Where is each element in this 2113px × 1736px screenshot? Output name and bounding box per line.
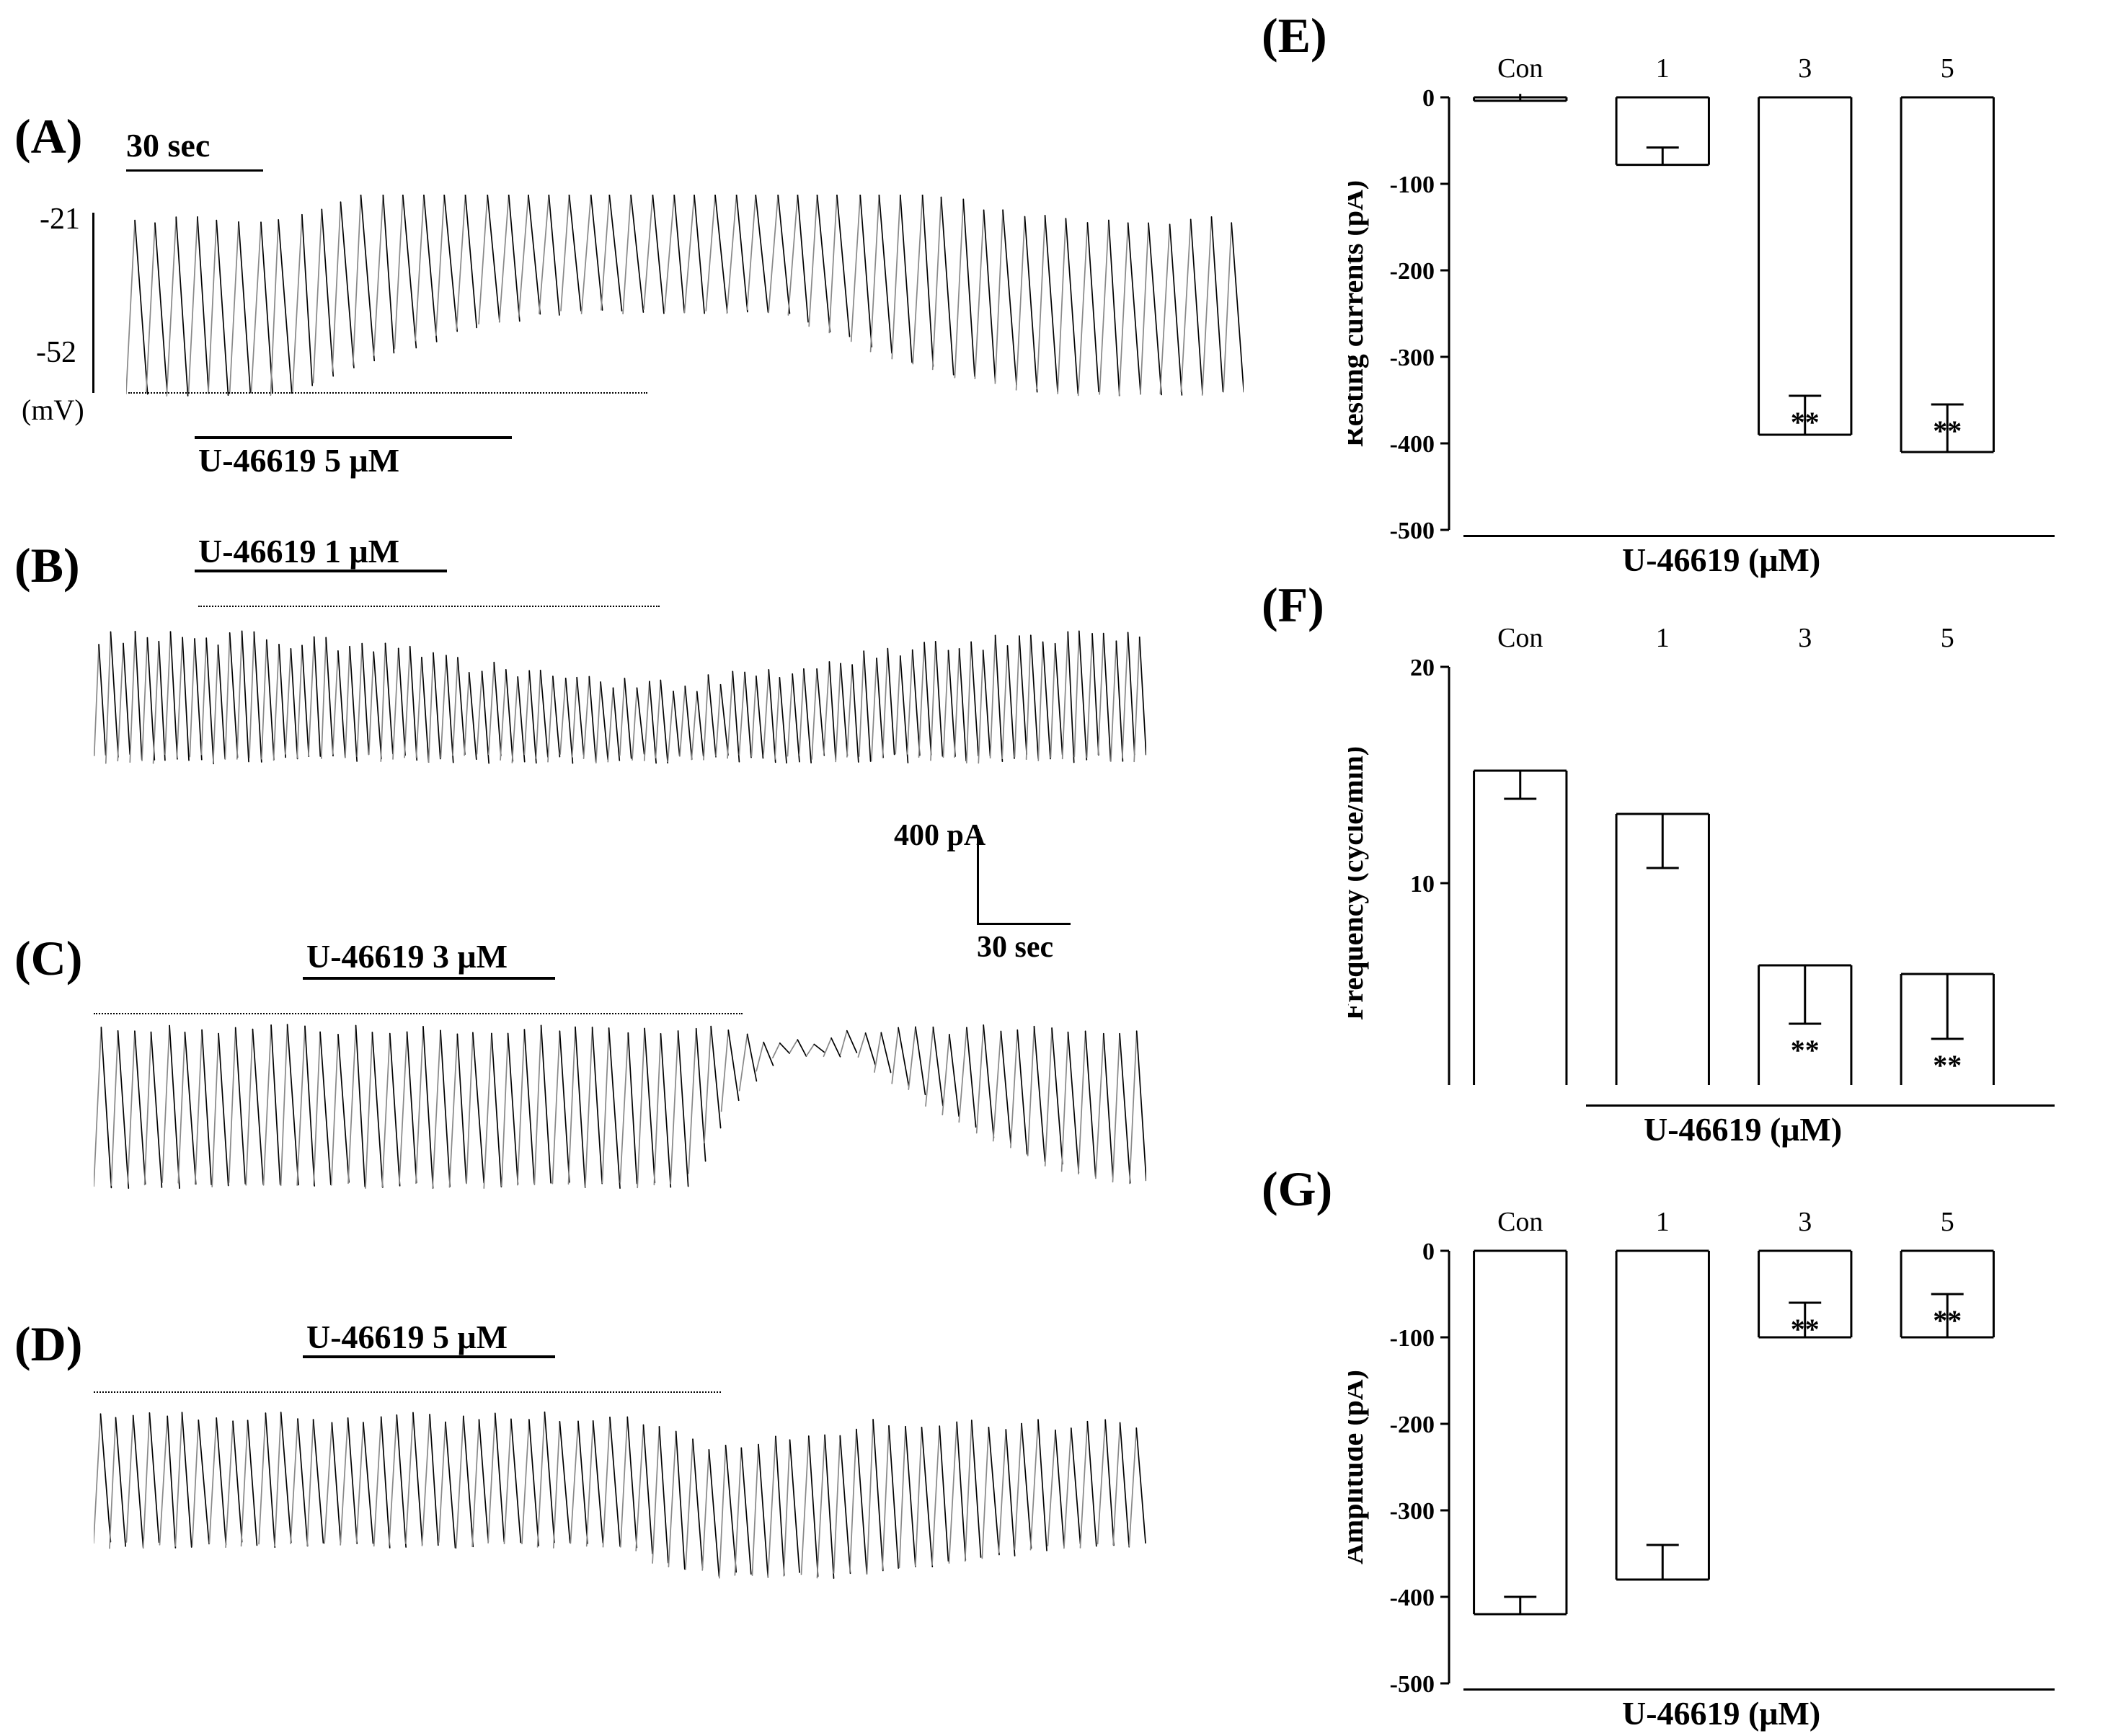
svg-text:-500: -500 bbox=[1390, 518, 1435, 544]
svg-text:3: 3 bbox=[1798, 623, 1812, 653]
svg-text:10: 10 bbox=[1410, 871, 1435, 898]
svg-text:1: 1 bbox=[1656, 1207, 1670, 1237]
svg-text:-100: -100 bbox=[1390, 1325, 1435, 1352]
svg-text:0: 0 bbox=[1422, 1239, 1435, 1265]
svg-text:1: 1 bbox=[1656, 53, 1670, 84]
svg-text:**: ** bbox=[1933, 415, 1962, 447]
svg-text:0: 0 bbox=[1422, 85, 1435, 112]
svg-text:5: 5 bbox=[1941, 1207, 1954, 1237]
svg-text:20: 20 bbox=[1410, 655, 1435, 681]
svg-text:-300: -300 bbox=[1390, 345, 1435, 371]
svg-text:Amplitude (pA): Amplitude (pA) bbox=[1348, 1370, 1369, 1564]
svg-text:Resting currents (pA): Resting currents (pA) bbox=[1348, 180, 1369, 447]
svg-text:5: 5 bbox=[1941, 53, 1954, 84]
svg-text:**: ** bbox=[1791, 406, 1820, 438]
svg-text:Con: Con bbox=[1497, 53, 1543, 84]
svg-text:Frequency (cycle/min): Frequency (cycle/min) bbox=[1348, 746, 1369, 1020]
svg-text:Con: Con bbox=[1497, 623, 1543, 653]
svg-text:**: ** bbox=[1933, 1304, 1962, 1337]
svg-text:**: ** bbox=[1791, 1034, 1820, 1066]
svg-text:1: 1 bbox=[1656, 623, 1670, 653]
svg-text:-400: -400 bbox=[1390, 431, 1435, 458]
svg-text:-200: -200 bbox=[1390, 1412, 1435, 1438]
svg-text:**: ** bbox=[1933, 1049, 1962, 1081]
svg-text:5: 5 bbox=[1941, 623, 1954, 653]
svg-text:-100: -100 bbox=[1390, 172, 1435, 198]
svg-text:3: 3 bbox=[1798, 53, 1812, 84]
svg-text:**: ** bbox=[1791, 1313, 1820, 1345]
svg-text:-200: -200 bbox=[1390, 258, 1435, 285]
svg-text:Con: Con bbox=[1497, 1207, 1543, 1237]
svg-text:-400: -400 bbox=[1390, 1585, 1435, 1611]
svg-text:-300: -300 bbox=[1390, 1498, 1435, 1525]
svg-text:-500: -500 bbox=[1390, 1671, 1435, 1698]
svg-text:3: 3 bbox=[1798, 1207, 1812, 1237]
